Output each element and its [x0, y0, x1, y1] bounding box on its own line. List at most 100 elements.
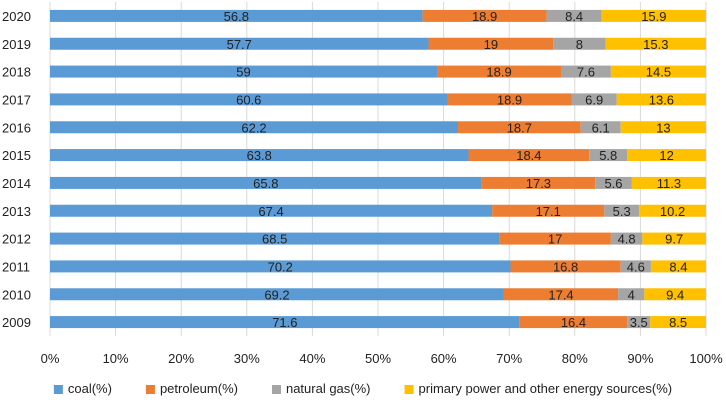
category-label: 2013	[2, 204, 31, 219]
bar-value-label: 5.8	[599, 148, 617, 163]
bar-value-label: 3.5	[630, 315, 648, 330]
bar-segment	[627, 149, 706, 162]
bar-segment	[610, 65, 706, 78]
bar-value-label: 70.2	[268, 259, 293, 274]
bar-segment	[50, 260, 511, 273]
bar-segment	[604, 204, 640, 217]
legend-item: natural gas(%)	[271, 381, 371, 396]
bar-segment	[589, 149, 628, 162]
bar-value-label: 9.4	[666, 287, 684, 302]
bar-segment	[50, 121, 459, 134]
bar-value-label: 69.2	[264, 287, 289, 302]
bar-value-label: 15.3	[643, 37, 668, 52]
bar-segment	[50, 37, 429, 50]
bar-value-label: 18.4	[516, 148, 541, 163]
x-tick-label: 60%	[431, 351, 457, 366]
bar-value-label: 6.9	[585, 92, 603, 107]
bar-segment	[650, 316, 706, 329]
bar-value-label: 63.8	[247, 148, 272, 163]
category-label: 2017	[2, 92, 31, 107]
bar-segment	[50, 149, 469, 162]
bar-value-label: 13.6	[649, 92, 674, 107]
bar-segment	[447, 93, 572, 106]
bar-segment	[605, 37, 706, 50]
bar-value-label: 8.5	[669, 315, 687, 330]
x-tick-label: 50%	[365, 351, 391, 366]
bar-segment	[499, 232, 611, 245]
bar-segment	[553, 37, 606, 50]
bar-value-label: 16.4	[561, 315, 586, 330]
bar-value-label: 5.3	[613, 204, 631, 219]
bar-value-label: 12	[659, 148, 673, 163]
x-tick-label: 10%	[103, 351, 129, 366]
bar-segment	[571, 93, 617, 106]
bar-value-label: 57.7	[227, 37, 252, 52]
bar-segment	[50, 176, 482, 189]
bar-segment	[650, 260, 706, 273]
bar-segment	[561, 65, 611, 78]
bar-value-label: 4.8	[618, 232, 636, 247]
category-labels: 2020 2019 2018 2017 2016 2015 2014 2013 2012 2011…	[2, 9, 31, 330]
bar-segment	[631, 176, 706, 189]
bar-segment	[519, 316, 628, 329]
category-label: 2014	[2, 176, 31, 191]
bar-segment	[546, 9, 602, 22]
x-tick-label: 40%	[299, 351, 325, 366]
legend-swatch	[53, 385, 63, 394]
x-tick-label: 20%	[168, 351, 194, 366]
legend-label: primary power and other energy sources(%…	[419, 381, 673, 396]
legend-swatch	[145, 385, 155, 394]
bar-value-label: 8	[576, 37, 583, 52]
bars: 56.8 18.9 8.4 15.9 57.7 19 8 15.3 59 18.9 7.6 14.5 6…	[50, 9, 706, 330]
bar-value-label: 9.7	[665, 232, 683, 247]
bar-segment	[639, 204, 706, 217]
category-label: 2011	[2, 259, 30, 274]
bar-segment	[595, 176, 632, 189]
bar-value-label: 17.4	[548, 287, 573, 302]
bar-value-label: 13	[656, 120, 670, 135]
bar-value-label: 59	[236, 65, 250, 80]
bar-segment	[422, 9, 547, 22]
bar-segment	[644, 288, 706, 301]
x-tick-label: 80%	[562, 351, 588, 366]
bar-value-label: 17.1	[536, 204, 561, 219]
bar-segment	[50, 288, 504, 301]
bar-segment	[428, 37, 554, 50]
category-label: 2015	[2, 148, 31, 163]
category-label: 2009	[2, 315, 31, 330]
bar-value-label: 15.9	[641, 9, 666, 24]
category-label: 2018	[2, 65, 31, 80]
bar-value-label: 71.6	[272, 315, 297, 330]
category-label: 2012	[2, 232, 31, 247]
bar-value-label: 6.1	[592, 120, 610, 135]
bar-value-label: 65.8	[253, 176, 278, 191]
legend-swatch	[271, 385, 281, 394]
bar-segment	[50, 93, 448, 106]
bar-value-label: 11.3	[657, 176, 681, 191]
bar-value-label: 67.4	[258, 204, 283, 219]
bar-value-label: 18.9	[472, 9, 497, 24]
gridlines	[49, 2, 707, 336]
legend-item: petroleum(%)	[145, 381, 238, 396]
bar-value-label: 60.6	[236, 92, 261, 107]
bar-segment	[50, 232, 500, 245]
x-tick-label: 90%	[627, 351, 653, 366]
bar-value-label: 4.6	[627, 259, 645, 274]
x-axis-tick-labels: 0% 10% 20% 30% 40% 50% 60% 70% 80% 90% 100%	[41, 351, 723, 366]
category-label: 2010	[2, 287, 31, 302]
bar-value-label: 17.3	[526, 176, 551, 191]
bar-value-label: 10.2	[660, 204, 685, 219]
bar-segment	[50, 9, 423, 22]
bar-segment	[492, 204, 605, 217]
category-label: 2016	[2, 120, 31, 135]
bar-segment	[580, 121, 621, 134]
bar-value-label: 8.4	[669, 259, 687, 274]
bar-value-label: 56.8	[224, 9, 249, 24]
bar-value-label: 68.5	[262, 232, 287, 247]
legend-label: petroleum(%)	[160, 381, 238, 396]
bar-segment	[616, 93, 706, 106]
bar-segment	[620, 121, 706, 134]
bar-segment	[50, 204, 493, 217]
bar-value-label: 4	[628, 287, 635, 302]
